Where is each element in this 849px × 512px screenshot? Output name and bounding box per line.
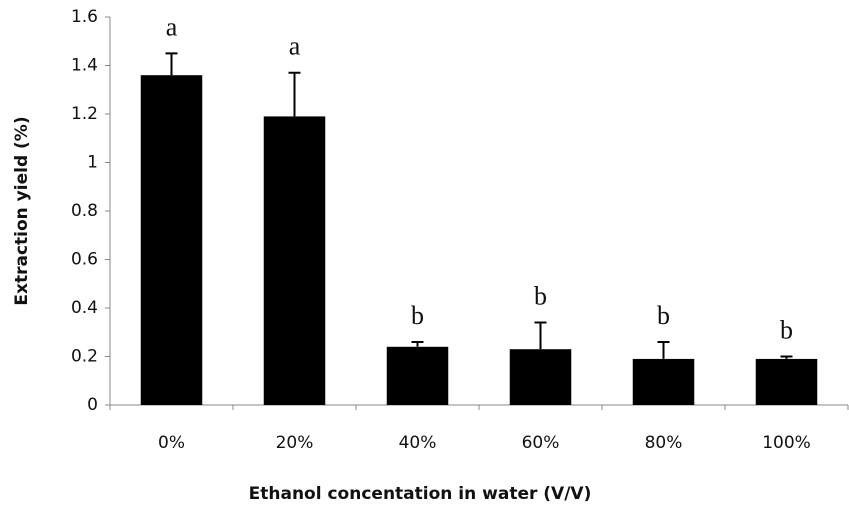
annotation: b — [534, 282, 547, 311]
bar — [755, 358, 818, 405]
error-bar — [657, 340, 670, 359]
bar — [140, 75, 203, 405]
bar — [509, 349, 572, 405]
error-bar — [288, 71, 301, 117]
y-tick-label: 1.4 — [71, 56, 98, 76]
error-bar — [165, 52, 178, 76]
annotation: b — [411, 301, 424, 330]
annotation: a — [289, 32, 301, 61]
x-tick-label: 40% — [399, 433, 437, 453]
y-tick-label: 0.4 — [71, 298, 98, 318]
error-bar — [411, 340, 424, 347]
x-tick-label: 20% — [276, 433, 314, 453]
y-tick-label: 0 — [87, 395, 98, 415]
error-bar — [534, 321, 547, 350]
x-tick-label: 80% — [645, 433, 683, 453]
y-axis-title: Extraction yield (%) — [12, 116, 32, 305]
y-tick-label: 1 — [87, 153, 98, 173]
error-bar — [780, 355, 793, 359]
annotation: b — [780, 315, 793, 344]
y-tick-label: 1.6 — [71, 7, 98, 27]
bar — [632, 358, 695, 405]
x-tick-label: 100% — [762, 433, 811, 453]
annotation: a — [166, 12, 178, 41]
x-tick-label: 0% — [158, 433, 185, 453]
annotation: b — [657, 301, 670, 330]
bar — [263, 116, 326, 406]
y-tick-label: 1.2 — [71, 104, 98, 124]
x-axis-title: Ethanol concentation in water (V/V) — [249, 484, 592, 504]
bar — [386, 346, 449, 405]
y-tick-label: 0.6 — [71, 250, 98, 270]
y-tick-label: 0.8 — [71, 201, 98, 221]
x-tick-label: 60% — [522, 433, 560, 453]
y-tick-label: 0.2 — [71, 347, 98, 367]
